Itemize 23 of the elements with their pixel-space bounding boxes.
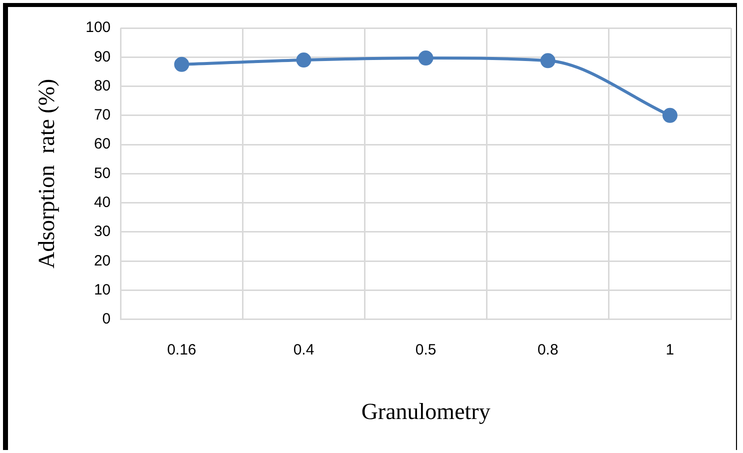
point [662, 108, 678, 123]
y-tick-label: 20 [94, 252, 111, 270]
y-tick-label: 70 [94, 106, 111, 124]
y-tick-label: 0 [102, 310, 111, 328]
x-tick-label: 0.4 [293, 342, 314, 359]
point [174, 56, 190, 72]
point [418, 50, 434, 66]
y-tick-label: 100 [86, 19, 111, 36]
y-tick-label: 30 [94, 223, 111, 240]
point [540, 53, 556, 68]
x-tick-label: 0.16 [167, 342, 196, 359]
x-tick-label: 0.8 [537, 342, 558, 359]
point [296, 52, 312, 68]
y-tick-label: 80 [94, 77, 111, 94]
y-axis-title: Adsorption rate (%) [34, 78, 59, 269]
y-tick-label: 60 [94, 136, 111, 153]
y-tick-label: 90 [94, 48, 111, 66]
x-tick-label: 1 [666, 342, 674, 359]
x-tick-label: 0.5 [415, 342, 436, 359]
x-axis-title: Granulometry [361, 399, 491, 424]
y-tick-label: 50 [94, 164, 111, 182]
y-tick-label: 40 [94, 194, 111, 211]
y-tick-label: 10 [94, 281, 111, 298]
